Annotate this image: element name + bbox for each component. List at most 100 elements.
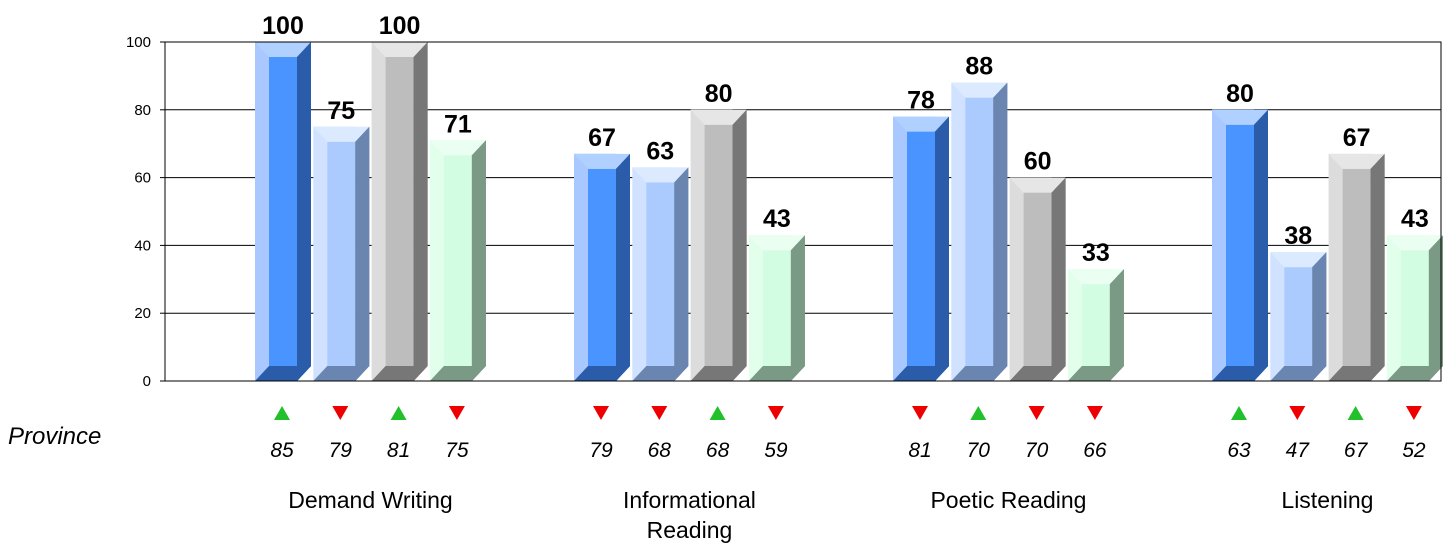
- province-value: 59: [764, 439, 788, 462]
- province-value: 52: [1402, 439, 1426, 462]
- bar-front: [704, 124, 733, 366]
- bar-cap: [1067, 269, 1124, 285]
- bar: [429, 140, 486, 381]
- down-triangle-icon: [912, 406, 928, 420]
- category-label-line: Listening: [1281, 487, 1373, 513]
- data-label: 100: [262, 12, 304, 40]
- bar-cap: [893, 116, 949, 132]
- down-triangle-icon: [1086, 406, 1103, 420]
- down-triangle-icon: [651, 406, 668, 420]
- down-triangle-icon: [1405, 406, 1422, 420]
- province-value: 68: [648, 439, 672, 462]
- down-triangle-icon: [767, 406, 784, 420]
- axes: 0 20 40 60 80 100: [126, 34, 1442, 390]
- bar-cap: [313, 126, 370, 142]
- bars: [255, 42, 1443, 382]
- bar-cap: [1009, 177, 1066, 193]
- y-tick-label: 60: [134, 170, 151, 187]
- province-value: 81: [908, 439, 931, 462]
- y-tick-label: 20: [134, 305, 151, 322]
- bar: [632, 167, 689, 381]
- province-value: 67: [1344, 439, 1369, 462]
- province-row: Province 85 79 81 75 79 68 68 59 81 70 70 66 63 47 67 5…: [8, 406, 1426, 462]
- bar-front: [385, 57, 414, 366]
- bar-front: [1226, 124, 1254, 366]
- bar-front: [1284, 267, 1313, 366]
- category-label: Demand Writing: [288, 487, 452, 513]
- bar-side-edge: [1109, 269, 1124, 381]
- data-label: 80: [1226, 80, 1254, 108]
- data-label: 60: [1024, 148, 1052, 176]
- bar-cap: [574, 153, 630, 169]
- data-labels: 100 75 100 71 67 63 80 43 78 88 60 33 80 38 67 43: [262, 12, 1429, 267]
- bar: [371, 42, 428, 381]
- bar-cap: [1212, 109, 1268, 125]
- bar-side-edge: [993, 82, 1008, 382]
- bar-side-edge: [1312, 252, 1327, 381]
- y-tick-label: 80: [134, 102, 151, 119]
- data-label: 67: [588, 124, 616, 152]
- bar-front: [965, 97, 994, 367]
- bar-side-edge: [1428, 235, 1443, 381]
- down-triangle-icon: [1028, 406, 1045, 420]
- up-triangle-icon: [390, 406, 407, 420]
- category-label-line: Informational: [623, 487, 756, 513]
- bar: [1212, 109, 1268, 382]
- bar-front: [762, 250, 791, 366]
- y-tick-label: 0: [143, 373, 151, 390]
- bar-cap: [1328, 153, 1385, 169]
- province-value: 66: [1083, 439, 1107, 462]
- bar-front: [327, 141, 356, 366]
- up-triangle-icon: [1347, 406, 1364, 420]
- data-label: 71: [444, 110, 472, 138]
- bar: [1009, 177, 1066, 381]
- category-label-line: Poetic Reading: [930, 487, 1086, 513]
- bar-side-edge: [935, 116, 949, 381]
- province-value: 70: [967, 439, 991, 462]
- province-value: 75: [445, 439, 469, 462]
- province-value: 81: [387, 439, 410, 462]
- up-triangle-icon: [1231, 406, 1247, 420]
- bar-side-edge: [790, 235, 805, 381]
- down-triangle-icon: [448, 406, 465, 420]
- bar-cap: [255, 42, 311, 57]
- bar-front: [1023, 192, 1052, 366]
- data-label: 78: [907, 87, 935, 115]
- bar-side-edge: [1370, 153, 1385, 381]
- bar-front: [907, 131, 935, 366]
- up-triangle-icon: [970, 406, 987, 420]
- bar-side-edge: [732, 109, 747, 382]
- data-label: 63: [646, 137, 674, 165]
- bar-front: [269, 57, 297, 366]
- bar: [313, 126, 370, 381]
- y-tick-label: 40: [134, 237, 151, 254]
- bar-cap: [951, 82, 1008, 98]
- data-label: 75: [327, 97, 355, 125]
- data-label: 33: [1082, 239, 1110, 267]
- bar: [893, 116, 949, 381]
- bar: [574, 153, 630, 381]
- bar: [1270, 252, 1327, 381]
- bar-front: [588, 168, 616, 366]
- category-label: Listening: [1281, 487, 1373, 513]
- bar: [1328, 153, 1385, 381]
- bar-front: [1342, 168, 1371, 366]
- bar-cap: [429, 140, 486, 156]
- data-label: 43: [763, 205, 791, 233]
- category-label-line: Demand Writing: [288, 487, 452, 513]
- bar-cap: [748, 235, 805, 251]
- down-triangle-icon: [1289, 406, 1306, 420]
- bar-cap: [1270, 252, 1327, 268]
- bar-side-edge: [1254, 109, 1268, 382]
- data-label: 100: [379, 12, 421, 40]
- province-row-label: Province: [8, 423, 101, 450]
- category-label: Poetic Reading: [930, 487, 1086, 513]
- bar: [1067, 269, 1124, 381]
- province-value: 68: [706, 439, 730, 462]
- data-label: 88: [965, 53, 993, 81]
- bar-front: [1081, 284, 1110, 366]
- province-value: 79: [329, 439, 353, 462]
- province-value: 47: [1286, 439, 1311, 462]
- bar: [951, 82, 1008, 382]
